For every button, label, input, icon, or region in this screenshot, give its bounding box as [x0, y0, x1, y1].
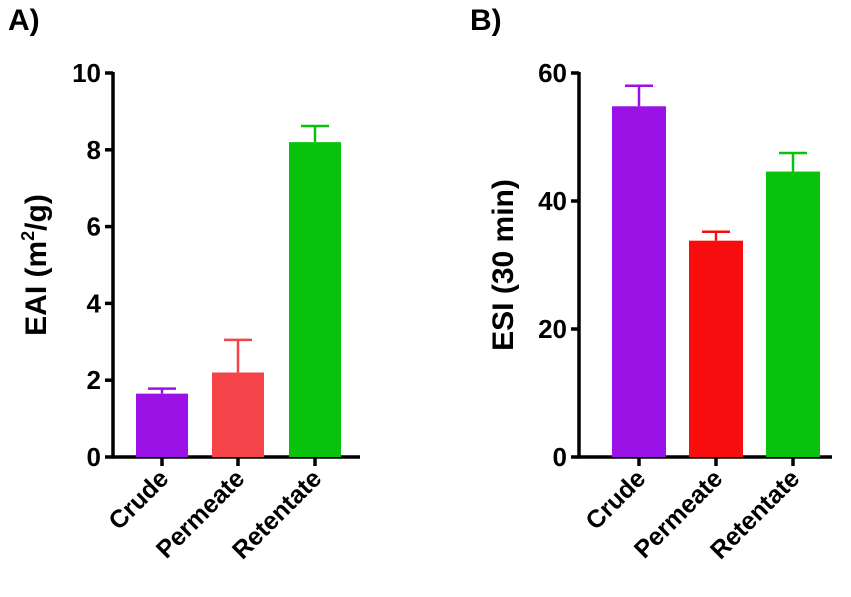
panel-a-y-tick-label: 8	[87, 135, 101, 165]
panel-a-bar-permeate	[212, 372, 264, 457]
panel-a-y-tick-label: 10	[72, 58, 101, 88]
panel-b-y-tick-label: 0	[553, 442, 567, 472]
panel-a-y-tick-label: 4	[87, 288, 102, 318]
panel-b-y-tick-label: 40	[538, 186, 567, 216]
panel-a-y-axis-label-tail: /g)	[20, 194, 53, 231]
panel-b: B) ESI (30 min) 0204060CrudePermeateRete…	[470, 4, 832, 565]
panel-a-y-tick-label: 6	[87, 212, 101, 242]
panel-b-y-tick-label: 60	[538, 58, 567, 88]
panel-a-y-axis-label-main: EAI (m	[20, 241, 53, 336]
panel-a-label: A)	[8, 4, 40, 37]
panel-a-bar-retentate	[289, 142, 341, 457]
panel-a-category-label: Crude	[103, 464, 174, 535]
panel-a-y-tick-label: 0	[87, 442, 101, 472]
panel-a: A) EAI (m2/g) 0246810CrudePermeateRetent…	[8, 4, 360, 565]
panel-b-bar-permeate	[689, 240, 743, 457]
panel-b-y-tick-label: 20	[538, 314, 567, 344]
panel-b-bar-crude	[612, 106, 666, 457]
panel-b-y-axis-label: ESI (30 min)	[487, 179, 520, 351]
panel-b-bar-retentate	[766, 171, 820, 457]
panel-a-bar-crude	[136, 393, 188, 457]
panel-b-category-label: Crude	[580, 464, 651, 535]
panel-b-label: B)	[470, 4, 502, 37]
panel-a-y-axis-label-sup: 2	[18, 231, 38, 241]
panel-a-y-axis-label: EAI (m2/g)	[18, 194, 53, 336]
panel-a-y-tick-label: 2	[87, 365, 101, 395]
